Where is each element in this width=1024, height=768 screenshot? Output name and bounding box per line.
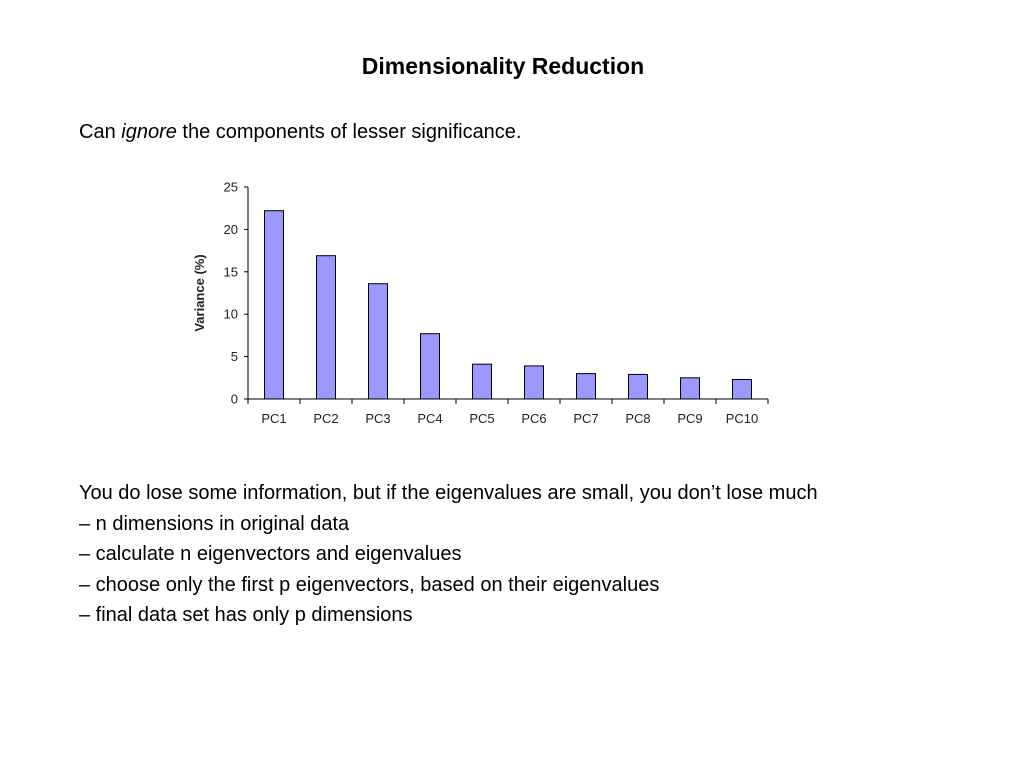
intro-after: the components of lesser significance. [176,121,522,143]
x-tick-label: PC4 [417,411,442,426]
bars-group [264,210,752,400]
x-tick-label: PC5 [469,411,494,426]
y-tick-label: 20 [224,222,238,237]
bar-pc2 [316,255,336,400]
bar-pc1 [264,210,284,400]
bar-pc3 [368,283,388,400]
x-tick-label: PC8 [625,411,650,426]
x-tick-label: PC3 [365,411,390,426]
x-tick-label: PC6 [521,411,546,426]
y-tick-label: 25 [224,180,238,195]
bullet-item: – n dimensions in original data [79,512,350,535]
y-tick-label: 15 [224,264,238,279]
bar-pc7 [576,373,596,400]
x-tick-label: PC10 [726,411,759,426]
bullet-item: – calculate n eigenvectors and eigenvalu… [79,543,462,565]
body-paragraph: You do lose some information, but if the… [79,482,818,504]
y-ticks-group: 0 5 10 15 20 25 [224,180,248,407]
x-tick-label: PC9 [677,411,702,426]
y-tick-label: 5 [231,349,238,364]
y-tick-label: 10 [224,307,238,322]
bullet-item: – final data set has only p dimensions [79,604,413,626]
x-ticks-group: PC1 PC2 PC3 PC4 PC5 PC6 PC7 PC8 PC9 PC10 [247,399,769,426]
bar-pc9 [680,377,700,400]
x-tick-label: PC1 [261,411,286,426]
slide-title: Dimensionality Reduction [361,53,645,79]
bar-pc4 [420,333,440,400]
x-tick-label: PC2 [313,411,338,426]
body-text: You do lose some information, but if the… [79,478,919,631]
x-tick-label: PC7 [573,411,598,426]
y-axis-label: Variance (%) [192,254,207,331]
intro-before: Can [79,121,122,143]
bar-pc6 [524,365,544,400]
intro-emphasis: ignore [121,121,177,143]
y-tick-label: 0 [231,392,238,407]
bar-pc5 [472,363,492,400]
intro-line: Can ignore the components of lesser sign… [79,118,522,146]
bar-pc8 [628,373,648,400]
bar-pc10 [732,379,752,400]
bullet-item: – choose only the first p eigenvectors, … [79,573,660,596]
